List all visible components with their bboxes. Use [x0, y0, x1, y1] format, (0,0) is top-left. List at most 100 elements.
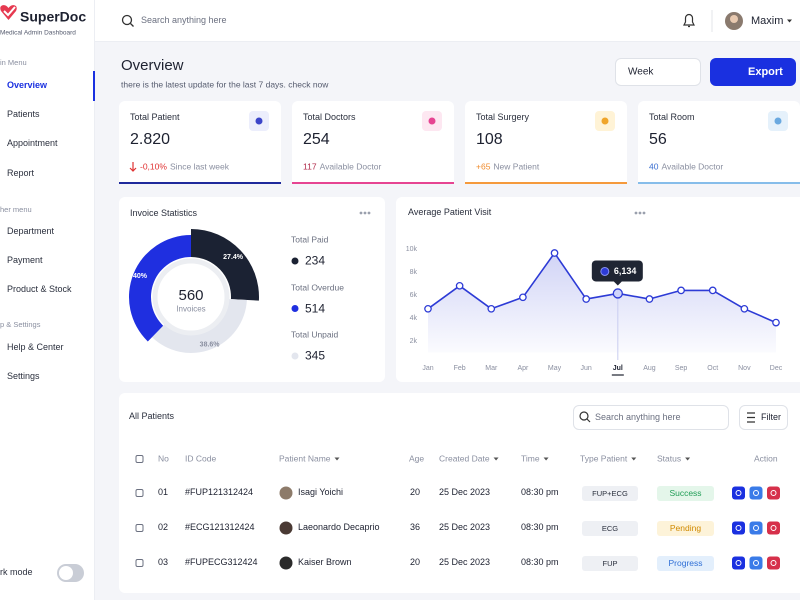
point: [487, 304, 496, 313]
page-subtitle: there is the latest update for the last …: [121, 79, 329, 90]
menu-item[interactable]: Department: [7, 226, 55, 237]
active-indicator: [93, 71, 95, 101]
menu-group-title: p & Settings: [0, 319, 41, 329]
more-dot: [359, 211, 363, 215]
avatar-face: [730, 15, 738, 23]
filter-button[interactable]: [739, 405, 788, 430]
donut-total: 560: [178, 286, 204, 304]
x-tick-label: Jan: [422, 365, 433, 372]
export-label: Export: [748, 65, 783, 78]
menu-item[interactable]: Report: [7, 168, 35, 179]
point: [424, 304, 432, 313]
y-tick-label: 4k: [410, 315, 418, 322]
column-header: ID Code: [185, 453, 217, 464]
bell-icon[interactable]: [683, 13, 695, 28]
x-tick-label: Dec: [770, 365, 783, 372]
sort-caret[interactable]: [631, 457, 637, 461]
x-tick-label: Feb: [454, 365, 466, 372]
donut-label: 27.4%: [223, 254, 244, 261]
delete-button[interactable]: [767, 486, 780, 500]
edit-button[interactable]: [749, 521, 763, 535]
column-header: Type Patient: [580, 453, 628, 464]
action-glyph: [753, 525, 759, 531]
cell-no: 02: [158, 522, 169, 533]
checkbox[interactable]: [135, 455, 144, 463]
more-dot: [367, 211, 371, 215]
type-label: FUP+ECG: [592, 488, 628, 498]
delete-button[interactable]: [767, 521, 780, 535]
stat-note-text: Available Doctor: [319, 161, 382, 172]
view-button[interactable]: [732, 486, 745, 500]
filter-label: Filter: [761, 411, 781, 422]
x-tick-label: Mar: [485, 365, 498, 372]
menu-item[interactable]: Help & Center: [7, 342, 64, 353]
menu-group-title: in Menu: [0, 57, 27, 67]
y-tick-label: 6k: [410, 292, 418, 299]
menu-item[interactable]: Appointment: [7, 138, 58, 149]
type-badge: ECG: [582, 520, 638, 536]
stat-value: 2.820: [130, 131, 171, 149]
dark-mode-label: rk mode: [0, 567, 33, 578]
point: [455, 281, 464, 290]
filter-icon: [747, 412, 755, 423]
user-caret: [787, 19, 792, 23]
panel-title: Invoice Statistics: [130, 208, 198, 219]
donut-label: 38.6%: [200, 341, 221, 348]
edit-button[interactable]: [749, 486, 763, 500]
cell-no: 01: [158, 487, 169, 498]
tooltip-pointer: [613, 281, 622, 286]
x-tick-label: Sep: [675, 365, 688, 372]
menu-item[interactable]: Overview: [7, 80, 48, 91]
brand: SuperDoc: [20, 8, 87, 25]
legend-dot: [291, 257, 299, 265]
menu-item[interactable]: Settings: [7, 371, 40, 382]
view-button[interactable]: [732, 521, 745, 535]
legend-dot: [291, 305, 299, 312]
legend-value: 514: [305, 300, 326, 315]
menu-item[interactable]: Payment: [7, 255, 43, 266]
line: [427, 252, 777, 324]
status-label: Success: [669, 488, 702, 498]
table-search[interactable]: [573, 405, 729, 430]
legend-dot: [291, 352, 299, 360]
search-input[interactable]: Search anything here: [141, 15, 227, 26]
cell-age: 20: [410, 487, 421, 498]
stat-highlight: 117: [303, 161, 317, 172]
x-tick-label: Jul: [613, 365, 623, 372]
checkbox[interactable]: [135, 489, 144, 497]
status-badge: Pending: [657, 520, 714, 536]
cell-age: 36: [410, 522, 421, 533]
donut-label: 40%: [133, 273, 148, 280]
menu-item[interactable]: Patients: [7, 109, 40, 120]
action-glyph: [770, 490, 777, 496]
x-tick-label: Oct: [707, 365, 718, 372]
stat-note: -0,10% Since last week: [140, 162, 229, 171]
checkbox[interactable]: [135, 559, 144, 567]
sort-caret[interactable]: [334, 457, 340, 461]
period-select[interactable]: [615, 58, 701, 86]
sort-caret[interactable]: [685, 457, 691, 461]
edit-button[interactable]: [749, 556, 763, 570]
cell-name: Kaiser Brown: [298, 557, 352, 568]
donut-segment: [129, 235, 191, 342]
cell-id: #FUP121312424: [185, 487, 254, 498]
export-button[interactable]: [710, 58, 796, 86]
stat-note: +65 New Patient: [476, 162, 539, 171]
sort-caret[interactable]: [493, 457, 499, 461]
sort-caret[interactable]: [543, 457, 549, 461]
point: [582, 295, 591, 303]
column-header: Created Date: [439, 453, 490, 464]
column-header: Action: [754, 453, 778, 464]
tooltip-dot: [600, 266, 610, 276]
stat-note-text: Available Doctor: [661, 161, 724, 172]
chart-title: Average Patient Visit: [408, 207, 492, 218]
delete-button[interactable]: [767, 556, 780, 570]
checkbox[interactable]: [135, 524, 144, 532]
user-name[interactable]: Maxim: [751, 14, 784, 27]
stat-icon-glyph: [601, 117, 609, 125]
tagline: Medical Admin Dashboard: [0, 29, 76, 37]
view-button[interactable]: [732, 556, 745, 570]
menu-item[interactable]: Product & Stock: [7, 284, 72, 295]
stat-title: Total Surgery: [476, 112, 530, 123]
